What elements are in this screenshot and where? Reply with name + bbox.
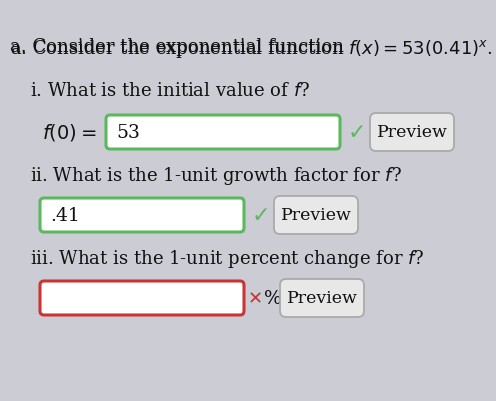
FancyBboxPatch shape <box>40 198 244 233</box>
Text: ii. What is the 1-unit growth factor for $f$?: ii. What is the 1-unit growth factor for… <box>30 164 402 186</box>
Text: ✕: ✕ <box>248 289 263 307</box>
FancyBboxPatch shape <box>280 279 364 317</box>
Text: Preview: Preview <box>287 290 358 307</box>
Text: .41: .41 <box>50 207 80 225</box>
FancyBboxPatch shape <box>274 196 358 235</box>
Text: a. Consider the exponential function: a. Consider the exponential function <box>10 38 350 56</box>
Text: $f(0) =$: $f(0) =$ <box>42 122 97 143</box>
Text: a. Consider the exponential function $f(x) = 53(0.41)^{x}$.: a. Consider the exponential function $f(… <box>10 38 493 60</box>
Text: ✓: ✓ <box>252 205 271 225</box>
FancyBboxPatch shape <box>370 114 454 152</box>
Text: iii. What is the 1-unit percent change for $f$?: iii. What is the 1-unit percent change f… <box>30 247 425 269</box>
Text: Preview: Preview <box>281 207 352 224</box>
Text: %: % <box>264 289 282 307</box>
Text: Preview: Preview <box>376 124 447 141</box>
FancyBboxPatch shape <box>40 281 244 315</box>
Text: 53: 53 <box>116 124 140 142</box>
Text: i. What is the initial value of $f$?: i. What is the initial value of $f$? <box>30 82 310 100</box>
Text: ✓: ✓ <box>348 123 367 143</box>
FancyBboxPatch shape <box>106 116 340 150</box>
